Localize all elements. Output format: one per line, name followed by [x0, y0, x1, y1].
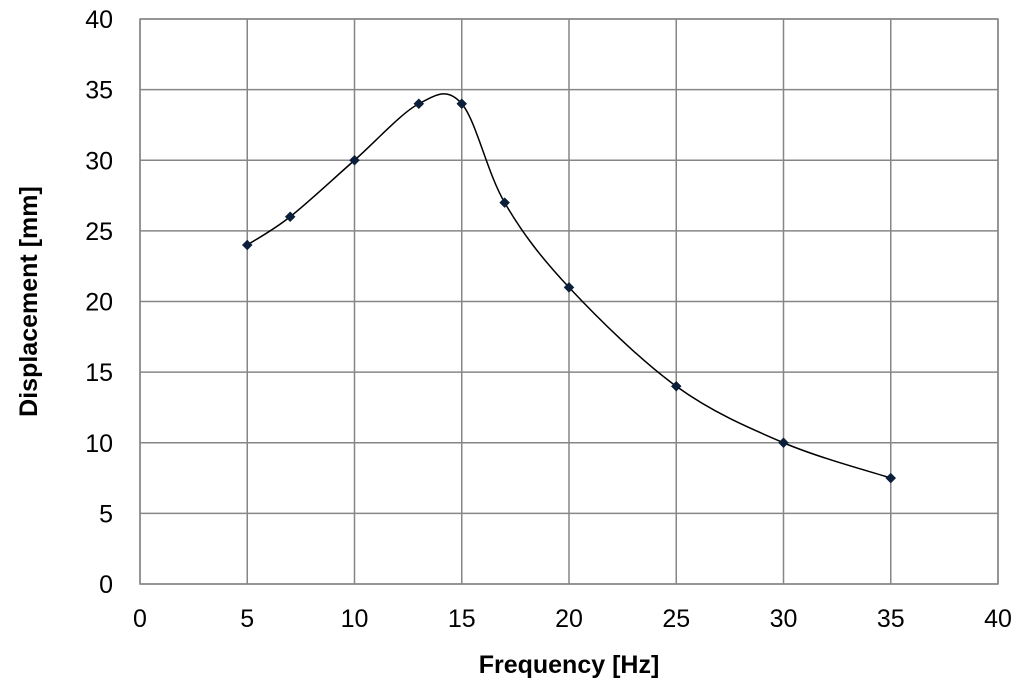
y-axis-title: Displacement [mm] [15, 186, 43, 417]
x-tick-label: 0 [133, 605, 147, 633]
data-point [563, 282, 575, 293]
x-tick-label: 20 [555, 605, 583, 633]
y-tick-label: 20 [85, 289, 113, 317]
y-tick-label: 35 [85, 77, 113, 105]
data-point [499, 197, 511, 208]
x-tick-label: 15 [448, 605, 476, 633]
y-tick-label: 15 [85, 359, 113, 387]
x-tick-label: 5 [240, 605, 254, 633]
x-tick-label: 30 [770, 605, 798, 633]
y-tick-label: 40 [85, 6, 113, 34]
x-tick-label: 10 [341, 605, 369, 633]
data-point [241, 239, 253, 251]
data-point [778, 437, 789, 449]
tick-labels: 0 5 10 15 20 25 30 35 40 0 5 10 15 20 25 30 35 40 [85, 6, 1012, 633]
y-tick-label: 5 [99, 500, 113, 528]
x-tick-label: 40 [984, 605, 1012, 633]
series-layer [241, 93, 897, 484]
y-tick-label: 30 [85, 147, 113, 175]
plot-area-frame [139, 18, 999, 585]
x-tick-label: 25 [662, 605, 690, 633]
grid [139, 18, 999, 585]
x-tick-label: 35 [877, 605, 905, 633]
data-point [456, 98, 468, 110]
data-point [670, 380, 682, 392]
data-point [885, 472, 897, 484]
data-point [284, 211, 296, 223]
data-point [349, 154, 360, 166]
x-axis-title: Frequency [Hz] [479, 651, 660, 679]
y-tick-label: 0 [99, 571, 113, 599]
y-tick-label: 10 [85, 430, 113, 458]
data-point [413, 98, 425, 110]
y-tick-label: 25 [85, 218, 113, 246]
